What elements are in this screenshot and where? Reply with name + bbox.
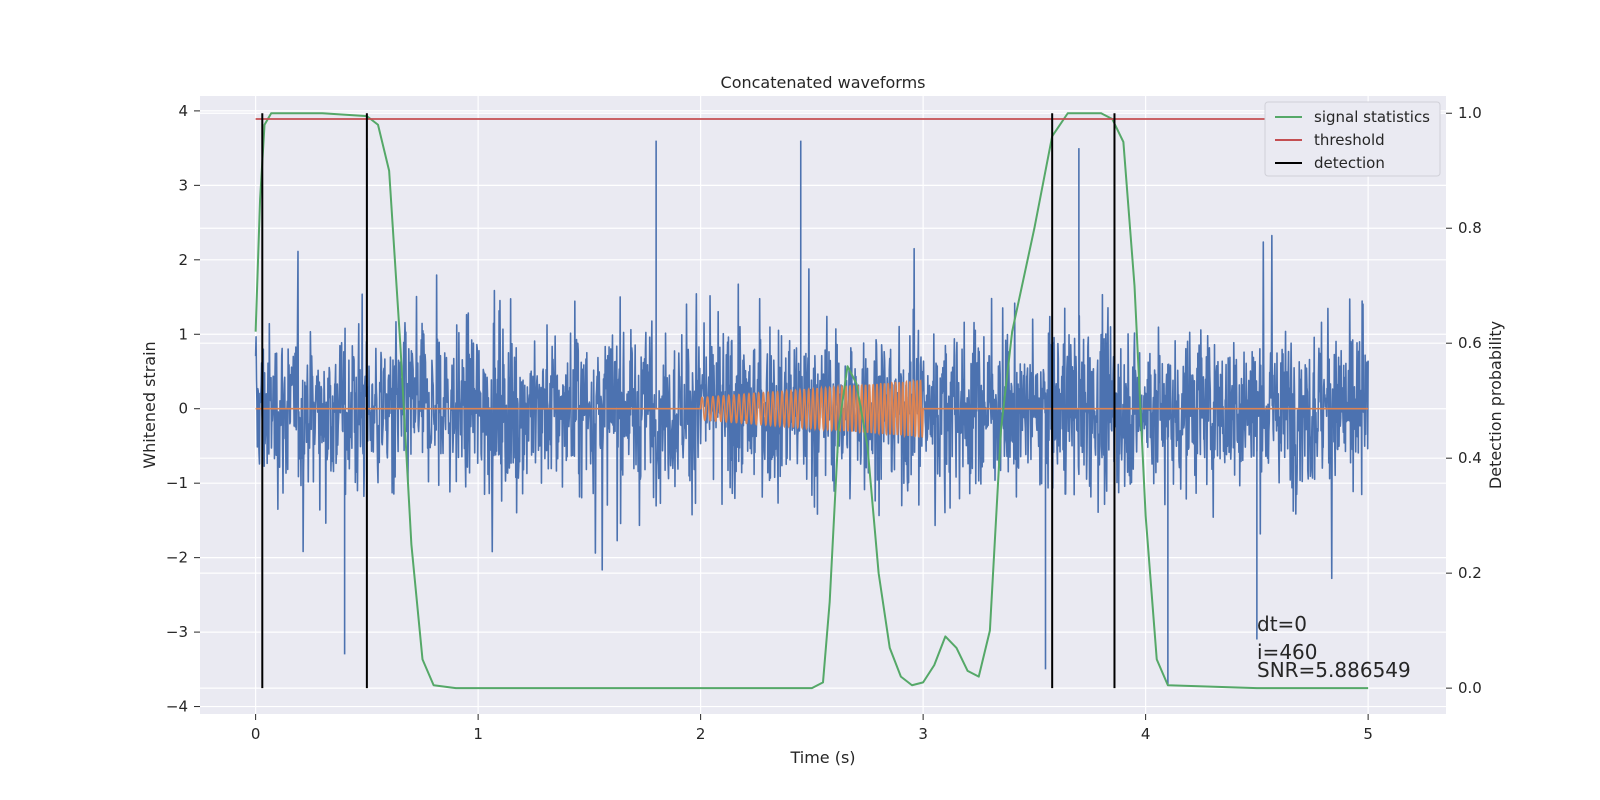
- y2-tick-label: 0.4: [1458, 449, 1482, 467]
- chart-title: Concatenated waveforms: [721, 73, 926, 92]
- legend-box: [1264, 101, 1441, 177]
- y-tick-label: 2: [178, 251, 188, 269]
- series-chirp-line: [255, 378, 1369, 439]
- y-tick-label: 1: [178, 325, 188, 343]
- y2-tick-label: 0.2: [1458, 564, 1482, 582]
- y-tick-label: −4: [166, 698, 188, 716]
- x-axis: 0 1 2 3 4 5: [251, 714, 1373, 743]
- y-axis: −4 −3 −2 −1 0 1 2 3 4: [166, 102, 200, 716]
- detection-layer: [261, 113, 1116, 689]
- x-tick-label: 2: [696, 725, 706, 743]
- y2-tick-label: 0.6: [1458, 334, 1482, 352]
- annotation-snr: SNR=5.886549: [1257, 658, 1411, 682]
- y2-tick-label: 0.0: [1458, 679, 1482, 697]
- x-tick-label: 3: [918, 725, 928, 743]
- x-axis-title: Time (s): [789, 748, 855, 767]
- legend-label-detection: detection: [1314, 154, 1385, 172]
- x-tick-label: 1: [473, 725, 483, 743]
- y-tick-label: −3: [166, 623, 188, 641]
- series-signal-statistics-line: [254, 112, 1369, 690]
- y2-axis-title: Detection probability: [1486, 321, 1505, 489]
- y-tick-label: 0: [178, 400, 188, 418]
- x-tick-label: 5: [1363, 725, 1373, 743]
- annotation-dt: dt=0: [1257, 612, 1307, 636]
- y-axis-title: Whitened strain: [140, 341, 159, 468]
- y2-tick-label: 0.8: [1458, 219, 1482, 237]
- annotation-i: i=460: [1257, 640, 1318, 664]
- y2-tick-label: 1.0: [1458, 104, 1482, 122]
- y-tick-label: 4: [178, 102, 188, 120]
- y2-axis: 0.0 0.2 0.4 0.6 0.8 1.0: [1446, 104, 1482, 697]
- y-tick-label: −2: [166, 549, 188, 567]
- y-tick-label: −1: [166, 474, 188, 492]
- y-tick-label: 3: [178, 176, 188, 194]
- series-noise-line: [254, 234, 1369, 580]
- series-layer: [254, 112, 1369, 690]
- x-tick-label: 4: [1141, 725, 1151, 743]
- legend-label-threshold: threshold: [1314, 131, 1385, 149]
- legend-label-signal-statistics: signal statistics: [1314, 108, 1430, 126]
- legend: signal statistics threshold detection: [1264, 101, 1441, 177]
- x-tick-label: 0: [251, 725, 261, 743]
